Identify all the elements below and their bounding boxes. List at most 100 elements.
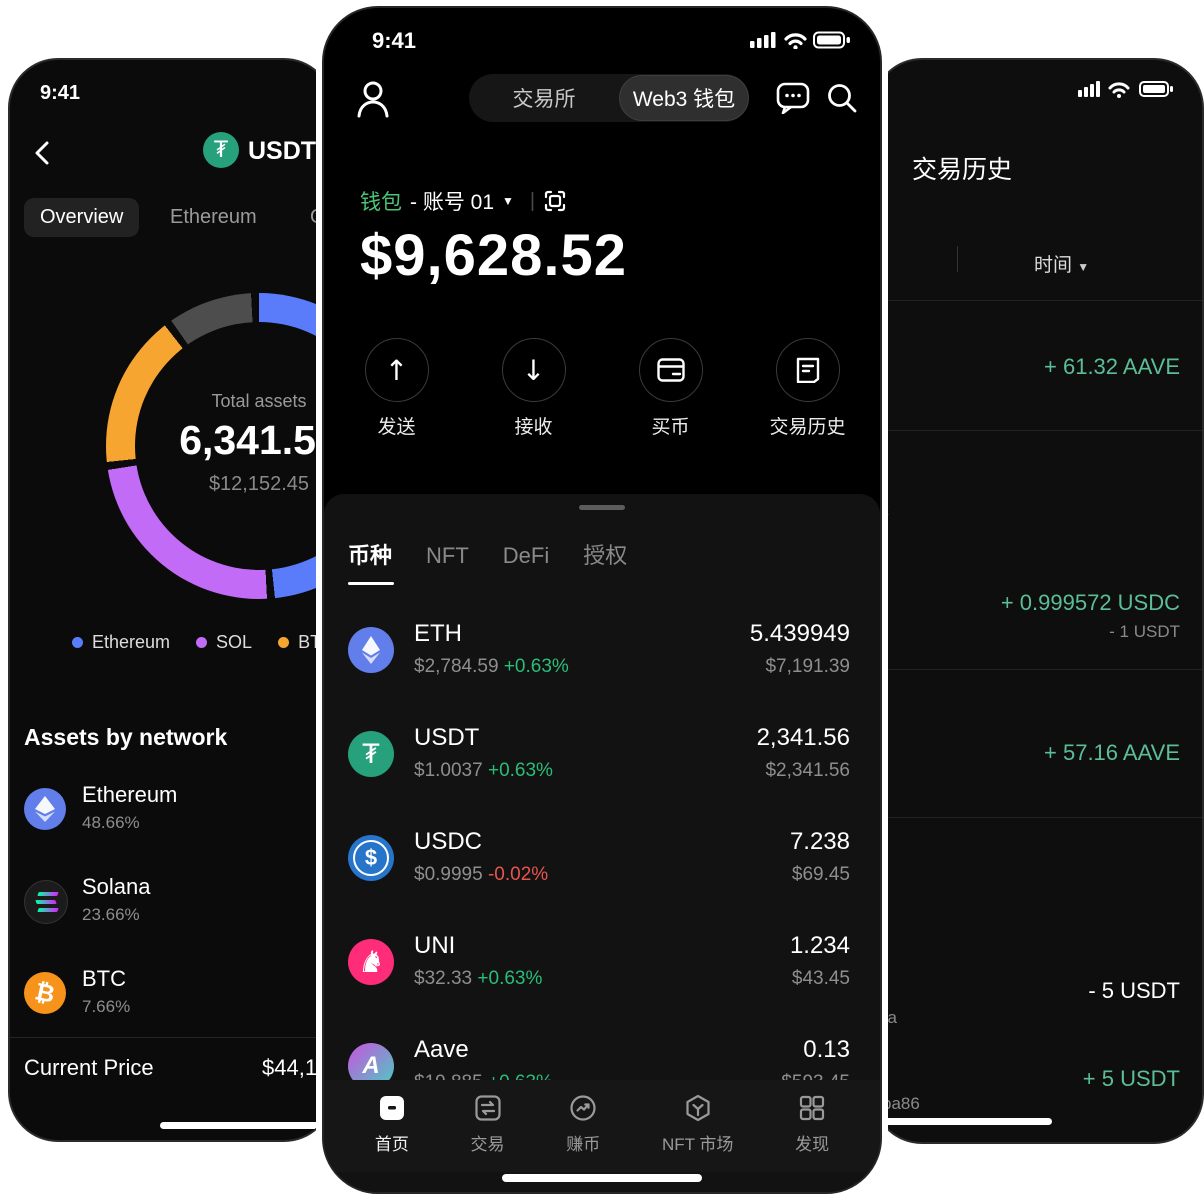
change-pct: -0.02% [487, 864, 549, 885]
chat-icon[interactable] [776, 82, 810, 114]
change-pct: +0.63% [503, 656, 569, 677]
back-icon[interactable] [28, 138, 58, 168]
uni-icon: ♞ [348, 939, 394, 985]
usdc-icon: $ [348, 835, 394, 881]
account-selector[interactable]: 钱包 - 账号 01 ▼ | [360, 186, 567, 216]
tab-defi[interactable]: DeFi [502, 543, 550, 568]
tx-amount: - 5 USDT [1088, 978, 1180, 1003]
donut-legend: Ethereum SOL BTC [72, 632, 332, 653]
donut-hole [135, 322, 332, 570]
receive-button[interactable]: ↓ 接收 [474, 338, 594, 439]
tx-amount: + 61.32 AAVE [1044, 354, 1180, 379]
divider [874, 430, 1202, 431]
divider [10, 1037, 332, 1038]
nav-earn[interactable]: 赚币 [566, 1094, 600, 1155]
solana-icon [24, 880, 68, 924]
account-label: - 账号 01 [410, 191, 495, 214]
home-indicator [502, 1174, 702, 1182]
bottom-nav: 首页 交易 赚币 [324, 1080, 880, 1172]
usdt-icon: ₮ [348, 731, 394, 777]
donut-center-label: Total assets [211, 391, 307, 411]
exchange-wallet-segmented-control: 交易所 Web3 钱包 [469, 74, 749, 122]
transaction-history-button[interactable]: 交易历史 [748, 338, 868, 439]
left-phone-usdt-overview: 9:41 ₮ USDT Overview Ethereum O Total as… [8, 58, 334, 1142]
ethereum-icon [24, 788, 66, 830]
assets-sheet: 币种 NFT DeFi 授权 ETH $2,784.59 +0.63% 5.43… [324, 494, 880, 1192]
status-time: 9:41 [372, 28, 417, 53]
sheet-drag-handle[interactable] [579, 505, 625, 510]
status-icons [750, 31, 850, 49]
change-pct: +0.63% [477, 968, 543, 989]
document-icon [796, 357, 819, 383]
current-price-value: $44,12 [262, 1055, 330, 1080]
token-row-uni[interactable]: ♞ UNI $32.33 +0.63% 1.234 $43.45 [324, 916, 880, 1008]
divider [957, 246, 958, 272]
token-row-eth[interactable]: ETH $2,784.59 +0.63% 5.439949 $7,191.39 [324, 604, 880, 696]
time-filter[interactable]: 时间 ▼ [1034, 255, 1090, 276]
tx-amount: + 5 USDT [1082, 1066, 1180, 1091]
chevron-down-icon: ▼ [502, 194, 514, 208]
active-tab-underline [348, 582, 394, 585]
search-icon[interactable] [826, 82, 858, 114]
legend-dot-btc [278, 637, 290, 648]
donut-center-sub: $12,152.45 [208, 473, 310, 495]
legend-dot-sol [196, 637, 208, 648]
tab-approvals[interactable]: 授权 [583, 543, 628, 568]
arrow-up-icon: ↑ [384, 353, 409, 387]
token-row-usdt[interactable]: ₮ USDT $1.0037 +0.63% 2,341.56 $2,341.56 [324, 708, 880, 800]
chevron-down-icon: ▼ [1077, 260, 1090, 274]
network-row-ethereum[interactable]: Ethereum 48.66% [24, 782, 332, 842]
eth-icon [348, 627, 394, 673]
tether-icon: ₮ [203, 132, 239, 168]
page-title: 交易历史 [912, 156, 1013, 184]
home-indicator [160, 1122, 332, 1129]
send-button[interactable]: ↑ 发送 [337, 338, 457, 439]
scan-icon[interactable] [543, 189, 567, 213]
divider [874, 300, 1202, 301]
tab-exchange[interactable]: 交易所 [512, 88, 576, 111]
legend-item: Ethereum [72, 632, 170, 653]
tab-nft[interactable]: NFT [426, 543, 469, 568]
home-icon [379, 1096, 404, 1120]
divider: | [529, 189, 536, 212]
tx-address-fragment: ba86 [882, 1094, 920, 1113]
change-pct: +0.63% [487, 760, 553, 781]
total-balance: $9,628.52 [360, 223, 628, 288]
current-price-label: Current Price [24, 1055, 154, 1080]
nft-market-icon [686, 1094, 710, 1122]
legend-item: SOL [196, 632, 252, 653]
card-icon [656, 358, 685, 382]
right-phone-transaction-history: 交易历史 ▼ 时间 ▼ + 61.32 AAVE ) C + 0.999572 … [872, 58, 1204, 1144]
home-indicator [874, 1118, 1052, 1125]
tab-ethereum[interactable]: Ethereum [170, 206, 257, 228]
nav-discover[interactable]: 发现 [795, 1094, 829, 1155]
token-row-usdc[interactable]: $ USDC $0.9995 -0.02% 7.238 $69.45 [324, 812, 880, 904]
sheet-tabs: 币种 NFT DeFi 授权 [348, 538, 627, 570]
section-title: Assets by network [24, 724, 228, 750]
tab-web3-wallet[interactable]: Web3 钱包 [619, 75, 749, 121]
status-icons [1078, 81, 1173, 98]
tx-amount: + 0.999572 USDC [1000, 590, 1180, 615]
nav-nft-market[interactable]: NFT 市场 [662, 1094, 733, 1155]
nav-home[interactable]: 首页 [375, 1094, 409, 1155]
tab-overview[interactable]: Overview [24, 198, 140, 237]
tab-coins[interactable]: 币种 [348, 543, 393, 568]
status-time: 9:41 [40, 82, 81, 104]
tab-truncated[interactable]: O [310, 206, 326, 228]
center-phone-web3-wallet: 9:41 交易所 Web3 钱包 [322, 6, 882, 1194]
donut-center-value: 6,341.56 [179, 417, 334, 463]
divider [874, 817, 1202, 818]
wallet-label: 钱包 [360, 191, 402, 214]
btc-icon: ₿ [24, 972, 66, 1014]
profile-icon[interactable] [356, 80, 390, 118]
tx-address-fragment: 0a [878, 1008, 897, 1027]
tx-sub-amount: - 1 USDT [1109, 622, 1180, 641]
nav-trade[interactable]: 交易 [471, 1094, 505, 1155]
trade-icon [474, 1095, 501, 1121]
network-row-btc[interactable]: ₿ BTC 7.66% [24, 966, 332, 1026]
discover-icon [800, 1095, 825, 1121]
buy-crypto-button[interactable]: 买币 [611, 338, 731, 439]
network-row-solana[interactable]: Solana 23.66% [24, 874, 332, 934]
page-title: USDT [248, 137, 317, 165]
